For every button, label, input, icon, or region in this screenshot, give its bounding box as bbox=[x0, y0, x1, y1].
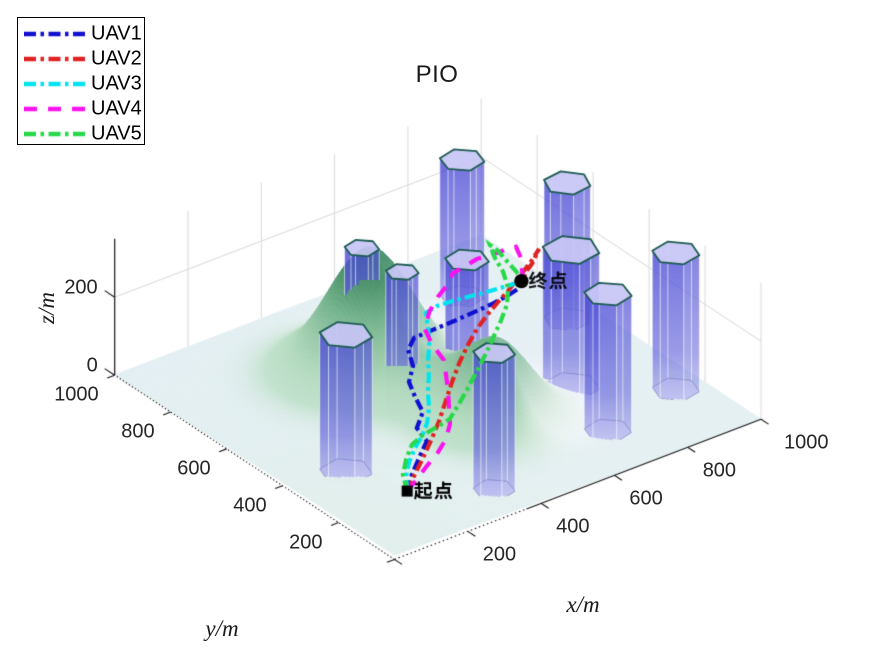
legend-label: UAV5 bbox=[91, 122, 142, 145]
legend-line-sample bbox=[24, 54, 86, 63]
legend-item-uav5[interactable]: UAV5 bbox=[18, 122, 144, 147]
legend-line-sample bbox=[24, 105, 86, 114]
legend-line-sample bbox=[24, 130, 86, 139]
legend-line-sample bbox=[24, 79, 86, 88]
legend-item-uav4[interactable]: UAV4 bbox=[18, 97, 144, 122]
legend-item-uav3[interactable]: UAV3 bbox=[18, 71, 144, 96]
legend-label: UAV1 bbox=[91, 22, 142, 44]
legend-line-sample bbox=[24, 29, 86, 38]
legend: UAV1 UAV2 UAV3 UAV4 UAV5 bbox=[17, 17, 145, 145]
legend-label: UAV4 bbox=[91, 97, 142, 120]
legend-label: UAV2 bbox=[91, 47, 142, 70]
legend-label: UAV3 bbox=[91, 72, 142, 95]
legend-item-uav1[interactable]: UAV1 bbox=[18, 21, 144, 46]
legend-item-uav2[interactable]: UAV2 bbox=[18, 46, 144, 71]
